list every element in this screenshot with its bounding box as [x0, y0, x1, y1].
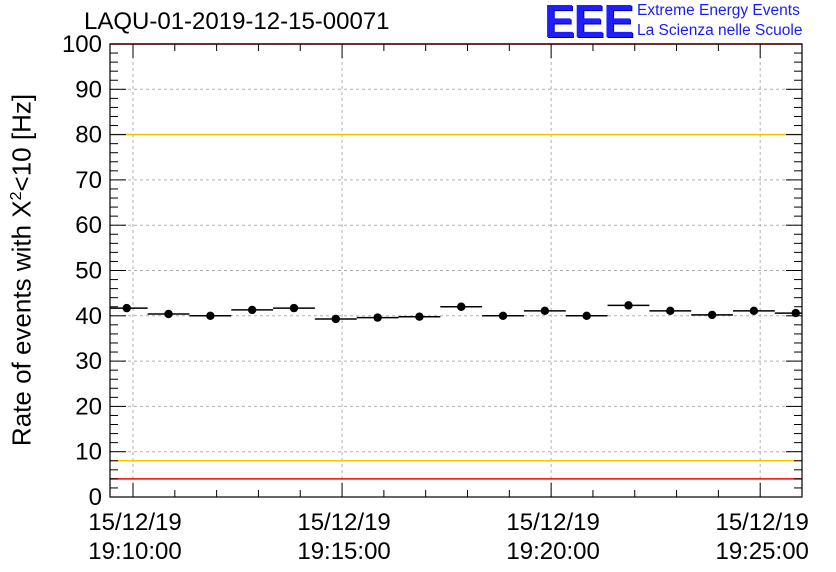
logo-line-1: Extreme Energy Events — [637, 2, 800, 19]
y-tick-label-10: 10 — [75, 439, 102, 466]
y-tick-label-30: 30 — [75, 348, 102, 375]
y-tick-label-100: 100 — [62, 31, 102, 58]
data-point-2 — [206, 311, 215, 320]
data-point-8 — [457, 302, 466, 311]
x-tick-label-date-10: 15/12/19 — [506, 509, 599, 536]
y-tick-label-40: 40 — [75, 303, 102, 330]
x-tick-label-date-15: 15/12/19 — [715, 509, 808, 536]
y-axis-label: Rate of events with X2<10 [Hz] — [6, 93, 37, 447]
data-point-4 — [289, 303, 299, 313]
eee-logo-mark: EEE — [544, 0, 634, 47]
x-tick-label-time-0: 19:10:00 — [88, 538, 181, 565]
logo-line-2: La Scienza nelle Scuole — [637, 22, 803, 39]
data-point-12 — [624, 301, 633, 310]
data-point-15 — [749, 306, 759, 316]
data-points — [110, 301, 802, 324]
data-point-3 — [247, 305, 257, 315]
data-point-16 — [791, 308, 800, 318]
x-tick-label-date-0: 15/12/19 — [88, 509, 181, 536]
tick-labels: 010203040506070809010015/12/1919:10:0015… — [62, 31, 809, 565]
eee-logo: EEE Extreme Energy Events La Scienza nel… — [544, 0, 834, 47]
data-point-9 — [498, 311, 508, 320]
data-point-11 — [582, 311, 591, 320]
data-point-13 — [666, 306, 675, 316]
x-tick-label-time-15: 19:25:00 — [715, 538, 808, 565]
y-tick-label-20: 20 — [75, 393, 102, 420]
data-point-6 — [373, 313, 382, 322]
data-point-0 — [122, 303, 131, 313]
grid-lines — [110, 44, 802, 497]
x-tick-label-time-5: 19:15:00 — [297, 538, 390, 565]
y-tick-label-60: 60 — [75, 212, 102, 239]
threshold-lines — [110, 43, 802, 480]
data-point-1 — [164, 309, 173, 319]
x-tick-label-time-10: 19:20:00 — [506, 538, 599, 565]
data-point-7 — [415, 312, 424, 321]
y-tick-label-0: 0 — [89, 484, 102, 511]
chart-title: LAQU-01-2019-12-15-00071 — [84, 8, 390, 35]
data-point-14 — [707, 310, 717, 320]
y-tick-label-50: 50 — [75, 258, 102, 285]
data-point-5 — [331, 314, 340, 324]
data-point-10 — [540, 306, 550, 316]
y-tick-label-80: 80 — [75, 122, 102, 149]
y-tick-label-90: 90 — [75, 76, 102, 103]
y-tick-label-70: 70 — [75, 167, 102, 194]
axis-ticks — [110, 43, 803, 498]
x-tick-label-date-5: 15/12/19 — [297, 509, 390, 536]
